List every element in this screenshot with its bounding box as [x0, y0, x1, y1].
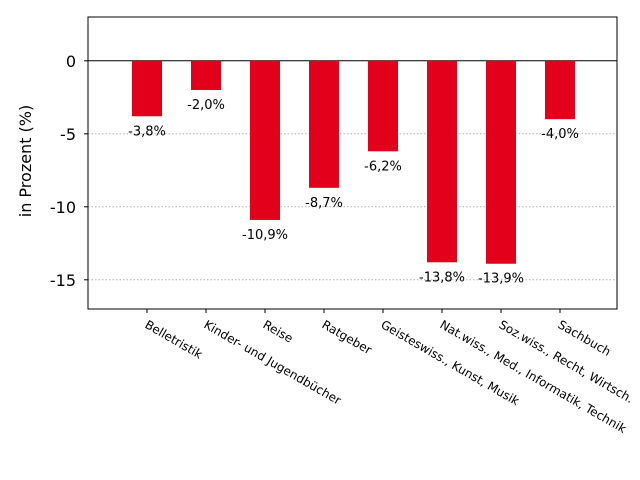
data-labels: -3,8% -2,0% -10,9% -8,7% -6,2% -13,8% -13,9% -4… [128, 98, 579, 287]
data-label: -3,8% [128, 124, 166, 139]
x-tick-label: Belletristik [143, 317, 205, 361]
data-label: -8,7% [305, 196, 343, 211]
bar [368, 60, 398, 152]
data-label: -13,9% [478, 272, 524, 287]
data-label: -2,0% [187, 98, 225, 113]
data-label: -6,2% [364, 159, 402, 174]
bar [486, 60, 516, 264]
bar [309, 60, 339, 188]
x-tick-label: Ratgeber [320, 317, 375, 357]
data-label: -13,8% [419, 270, 465, 285]
bar [427, 60, 457, 263]
gridlines [88, 133, 617, 281]
y-axis-ticks: 0 -5 -10 -15 [50, 52, 88, 290]
y-tick-label: -15 [50, 271, 76, 290]
y-tick-label: -10 [50, 198, 76, 217]
y-axis-title: in Prozent (%) [16, 105, 35, 217]
bars [132, 60, 575, 264]
y-tick-label: -5 [60, 125, 76, 144]
data-label: -4,0% [541, 127, 579, 142]
plot-frame [87, 16, 618, 310]
data-label: -10,9% [242, 228, 288, 243]
bar [191, 60, 221, 90]
bar [132, 60, 162, 117]
y-tick-label: 0 [66, 52, 76, 71]
bar [545, 60, 575, 120]
bar [250, 60, 280, 220]
x-tick-label: Reise [261, 317, 296, 345]
